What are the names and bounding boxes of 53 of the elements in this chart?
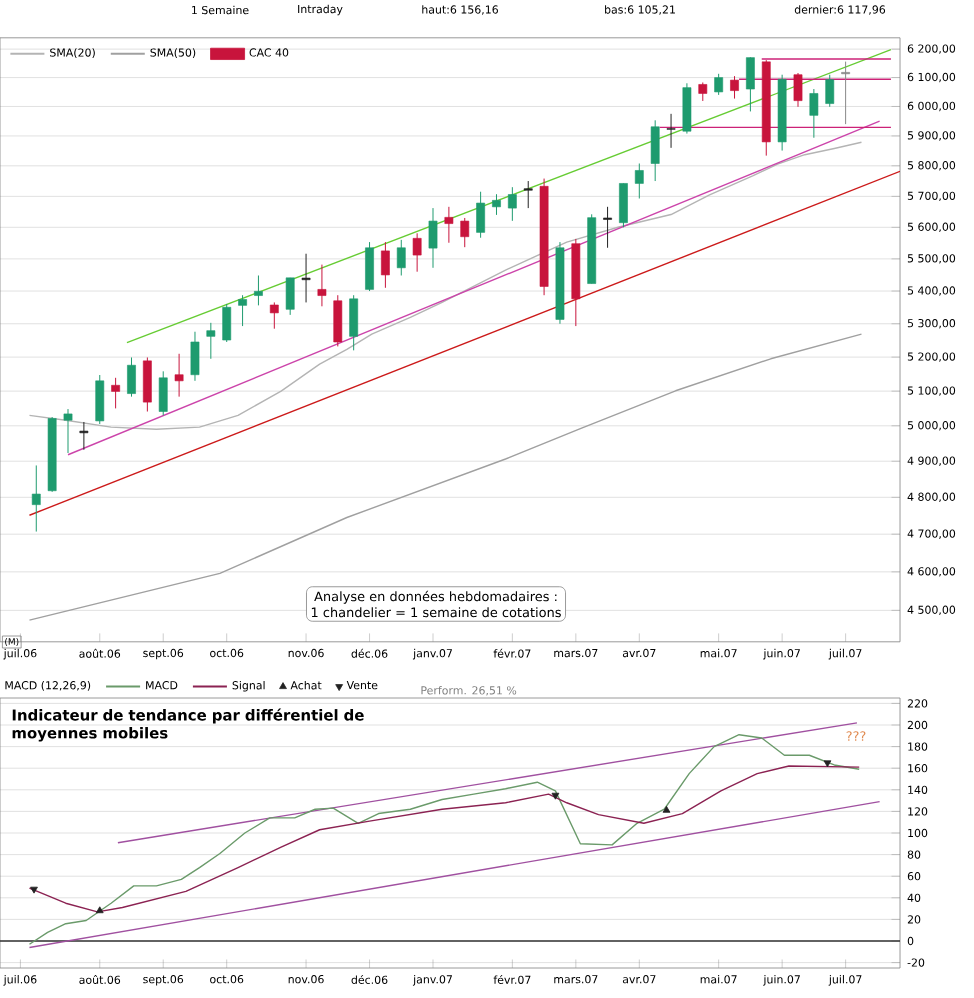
candlestick — [634, 163, 644, 199]
line-series — [28, 333, 863, 621]
candlestick — [285, 277, 295, 316]
candlestick — [206, 322, 216, 360]
candlestick — [698, 81, 708, 102]
candlestick — [333, 294, 343, 347]
candlestick — [301, 253, 311, 303]
candlestick — [460, 217, 470, 248]
candlestick — [79, 421, 89, 451]
candlestick — [63, 408, 73, 454]
candlestick — [841, 61, 850, 125]
candlestick — [190, 331, 200, 382]
candlestick — [254, 274, 263, 306]
candlestick — [222, 303, 232, 343]
candlestick — [381, 241, 390, 289]
candlestick — [682, 82, 692, 135]
candlestick — [142, 356, 152, 412]
candlestick — [714, 73, 724, 96]
candlestick — [95, 374, 105, 425]
candlestick — [365, 241, 374, 292]
candlestick — [650, 119, 660, 182]
candlestick — [476, 191, 485, 239]
candlestick — [174, 353, 184, 398]
candlestick — [507, 186, 517, 222]
candlestick — [428, 207, 438, 269]
candlestick — [396, 239, 406, 276]
candlestick — [444, 206, 454, 244]
candlestick — [825, 74, 835, 108]
candlestick — [523, 180, 533, 209]
candlestick — [31, 464, 41, 533]
candlestick — [492, 193, 501, 216]
point — [823, 760, 832, 768]
candlestick — [793, 72, 803, 108]
point — [662, 805, 671, 813]
point — [95, 906, 104, 914]
point — [30, 886, 38, 894]
candlestick — [238, 294, 247, 327]
line-series — [28, 765, 860, 913]
candlestick — [269, 301, 279, 330]
candlestick — [730, 75, 739, 100]
candlestick — [412, 232, 422, 273]
candlestick — [603, 206, 612, 249]
candlestick — [111, 377, 120, 409]
candlestick — [127, 356, 136, 398]
point — [551, 792, 560, 800]
line-series — [28, 141, 863, 430]
candlestick — [746, 56, 755, 112]
candlestick — [158, 370, 168, 416]
candlestick — [349, 294, 359, 351]
candlestick — [666, 113, 676, 149]
candlestick — [809, 88, 819, 139]
candlestick — [317, 264, 327, 307]
candlestick — [619, 182, 628, 228]
